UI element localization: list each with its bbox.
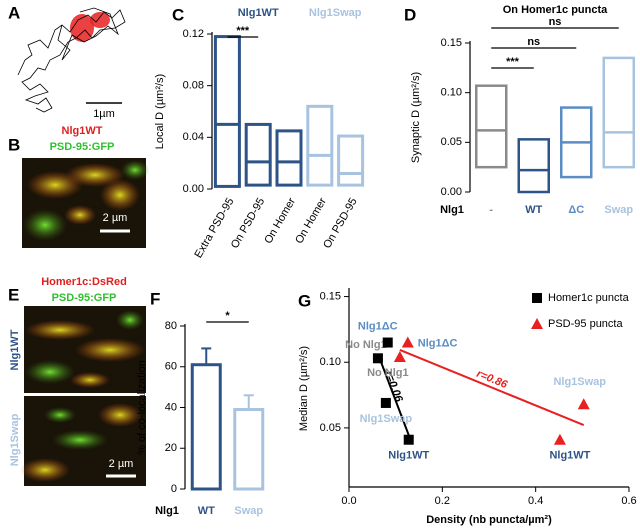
bar [190,363,222,491]
marker [553,433,566,445]
chart-title: On Homer1c puncta [503,4,608,16]
y-tick-label: 20 [165,442,177,454]
micrograph [24,306,146,393]
stain-label: PSD-95:GFP [50,141,115,153]
x-tick-label: - [489,204,493,216]
stain-label: Homer1c:DsRed [41,276,127,288]
significance-label: ns [549,16,562,28]
point-label: Nlg1WT [549,450,590,462]
y-tick-label: 0.15 [441,37,462,49]
x-tick-label: 0.2 [435,495,450,507]
significance-label: *** [236,25,250,37]
marker [403,434,414,445]
panel-letter: B [8,135,20,154]
point-label: No Nlg1 [345,339,387,351]
micrograph [22,158,149,248]
x-tick-label: Swap [604,204,633,216]
y-tick-label: 0.05 [320,422,341,434]
panel-letter: A [8,3,20,22]
stain-label: Nlg1WT [62,125,103,137]
scale-label: 1µm [93,108,115,120]
x-tick-label: 0.0 [341,495,356,507]
legend-label: Nlg1Swap [309,7,362,19]
y-tick-label: 40 [165,401,177,413]
panel-letter: E [8,285,19,304]
y-axis-label: Synaptic D (µm²/s) [410,72,422,163]
micrograph [20,396,146,486]
x-tick-label: On Homer [262,196,298,246]
marker [393,350,406,362]
box [306,104,334,187]
significance-label: * [225,310,230,322]
x-tick-label: 0.4 [528,495,543,507]
y-tick-label: 0.00 [441,186,462,198]
marker [532,293,542,303]
marker [531,318,543,329]
y-tick-label: 80 [165,320,177,332]
legend-label: PSD-95 puncta [548,318,623,330]
row-label: Nlg1WT [9,329,21,370]
y-tick-label: 0 [171,483,177,495]
marker [372,353,383,364]
fit-line [399,349,585,426]
fit-line [376,353,410,436]
stain-label: PSD-95:GFP [52,292,117,304]
x-tick-label: WT [198,505,215,517]
point-label: Nlg1ΔC [358,320,398,332]
panel-letter: F [150,289,160,308]
y-tick-label: 0.05 [441,136,462,148]
point-label: Nlg1ΔC [418,337,458,349]
x-tick-label: ΔC [568,204,584,216]
point-label: No Nlg1 [367,367,409,379]
significance-label: ns [527,36,540,48]
scale-label: 2 µm [109,458,134,470]
y-tick-label: 0.12 [183,28,204,40]
y-tick-label: 0.10 [320,356,341,368]
panel-letter: G [298,291,311,310]
marker [382,337,393,348]
legend-label: Nlg1WT [238,7,279,19]
y-tick-label: 0.08 [183,80,204,92]
x-tick-label: Extra PSD-95 [192,196,236,260]
y-tick-label: 0.15 [320,290,341,302]
bar [233,408,265,491]
marker [380,397,391,408]
panel-letter: C [172,5,184,24]
box [337,134,365,187]
legend-label: Homer1c puncta [548,292,630,304]
y-tick-label: 0.10 [441,87,462,99]
x-tick-label: WT [525,204,542,216]
box [602,56,635,169]
group-label: Nlg1 [155,505,179,517]
x-axis-label: Density (nb puncta/µm²) [426,514,552,526]
scale-label: 2 µm [103,212,128,224]
significance-label: *** [506,56,520,68]
trajectory [17,7,126,113]
point-label: Nlg1WT [388,450,429,462]
y-axis-label: Median D (µm²/s) [298,346,310,431]
box [213,35,241,188]
point-label: Nlg1Swap [360,413,413,425]
panel-letter: D [404,5,416,24]
point-label: Nlg1Swap [553,376,606,388]
x-tick-label: 0.6 [621,495,636,507]
y-tick-label: 0.04 [183,131,204,143]
y-axis-label: Local D (µm²/s) [154,74,166,149]
box [475,84,508,169]
marker [577,398,590,410]
group-label: Nlg1 [440,204,464,216]
box [517,138,550,194]
y-tick-label: 60 [165,361,177,373]
y-tick-label: 0.00 [183,183,204,195]
row-label: Nlg1Swap [9,413,21,466]
y-axis-label: % of co-localization [136,360,148,455]
marker [401,336,414,348]
box [275,129,303,187]
x-tick-label: On Homer [293,196,329,246]
x-tick-label: Swap [234,505,263,517]
box [244,122,272,187]
